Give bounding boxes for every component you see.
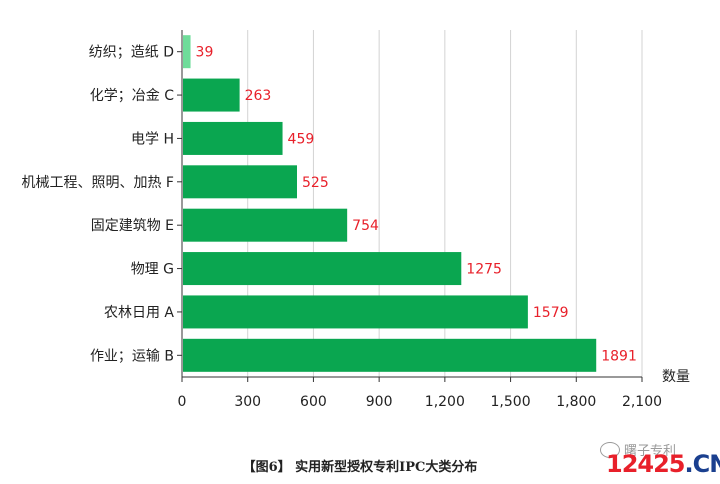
x-tick-label: 2,100 xyxy=(622,394,662,410)
category-label: 作业；运输 B xyxy=(90,348,174,364)
wechat-icon xyxy=(600,442,620,458)
data-label: 1891 xyxy=(601,348,637,364)
x-tick-label: 300 xyxy=(234,394,261,410)
data-label: 39 xyxy=(196,45,214,61)
x-tick-label: 900 xyxy=(366,394,393,410)
x-axis: 0 300 600 900 1,200 1,500 1,800 2,100 xyxy=(177,30,662,410)
bars xyxy=(183,35,597,372)
watermark: 曙子专利 12425.CN xyxy=(600,440,720,480)
bar xyxy=(183,78,240,112)
x-tick-label: 1,800 xyxy=(556,394,596,410)
x-tick-label: 1,200 xyxy=(425,394,465,410)
data-label: 459 xyxy=(288,131,315,147)
x-tick-label: 0 xyxy=(178,394,187,410)
data-label: 1275 xyxy=(466,262,502,278)
x-tick-label: 1,500 xyxy=(491,394,531,410)
category-label: 物理 G xyxy=(131,262,174,278)
bar xyxy=(183,295,528,329)
watermark-number: 12425 xyxy=(606,450,685,478)
category-label: 固定建筑物 E xyxy=(91,218,174,234)
watermark-suffix: .CN xyxy=(684,450,720,478)
category-label: 农林日用 A xyxy=(104,305,174,321)
category-label: 化学；冶金 C xyxy=(90,88,174,104)
gridlines xyxy=(247,30,643,377)
data-label: 1579 xyxy=(533,305,569,321)
bar xyxy=(183,121,283,155)
bar-chart: 纺织；造纸 D 化学；冶金 C 电学 H 机械工程、照明、加热 F 固定建筑物 E 物理 … xyxy=(21,30,690,410)
watermark-logo: 12425.CN xyxy=(606,450,720,478)
bar xyxy=(183,252,462,286)
category-labels: 纺织；造纸 D 化学；冶金 C 电学 H 机械工程、照明、加热 F 固定建筑物 E 物理 … xyxy=(21,45,174,365)
data-labels: 39 263 459 525 754 1275 1579 1891 xyxy=(196,45,637,365)
bar xyxy=(183,165,297,199)
bar xyxy=(183,35,191,69)
bar xyxy=(183,208,348,242)
x-axis-title: 数量 xyxy=(662,369,690,385)
x-tick-label: 600 xyxy=(300,394,327,410)
category-label: 电学 H xyxy=(131,131,174,147)
figure-caption: 【图6】 实用新型授权专利IPC大类分布 xyxy=(242,460,478,475)
bar xyxy=(183,338,597,372)
data-label: 263 xyxy=(245,88,272,104)
data-label: 525 xyxy=(302,175,329,191)
data-label: 754 xyxy=(352,218,379,234)
watermark-top-text: 曙子专利 xyxy=(624,444,677,459)
category-label: 纺织；造纸 D xyxy=(89,45,174,61)
category-label: 机械工程、照明、加热 F xyxy=(21,175,174,191)
